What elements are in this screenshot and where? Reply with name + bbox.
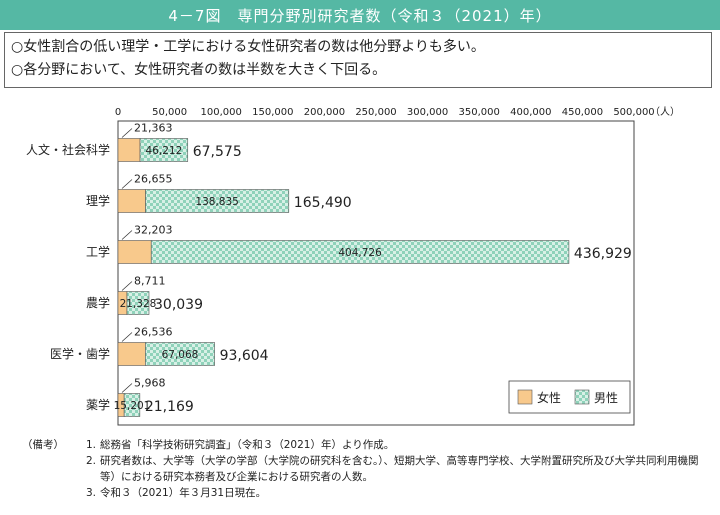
notes-label (22, 453, 74, 485)
male-value-label: 67,068 (162, 349, 199, 361)
bar-female (117, 189, 146, 213)
female-leader-line (121, 179, 133, 189)
legend-swatch-male (574, 389, 590, 405)
female-value-label: 21,363 (134, 122, 173, 135)
category-label: 医学・歯学 (50, 346, 110, 361)
notes-label: （備考） (22, 439, 64, 451)
female-value-label: 8,711 (134, 275, 166, 288)
figure-title: 4－7図 専門分野別研究者数（令和３（2021）年） (0, 0, 720, 30)
notes-section: （備考） 1. 総務省「科学技術研究調査」（令和３（2021）年）より作成。 2. 研究… (22, 437, 712, 501)
female-leader-line (121, 383, 133, 393)
category-label: 農学 (86, 295, 110, 310)
x-tick-label: 250,000 (355, 107, 396, 118)
male-value-label: 15,201 (114, 400, 151, 412)
x-tick-label: 150,000 (252, 107, 293, 118)
bar-female (117, 138, 141, 162)
note-item: （備考） 1. 総務省「科学技術研究調査」（令和３（2021）年）より作成。 (22, 437, 712, 453)
x-tick-label: 50,000 (152, 107, 187, 118)
female-value-label: 26,655 (134, 173, 173, 186)
bar-chart: 0 50,000 100,000 150,000 200,000 250,000 300,0… (26, 106, 680, 426)
total-value-label: 165,490 (294, 195, 352, 211)
x-tick-label: 450,000 (562, 107, 603, 118)
category-label: 人文・社会科学 (26, 142, 110, 157)
female-leader-line (121, 281, 133, 291)
note-text: 総務省「科学技術研究調査」（令和３（2021）年）より作成。 (100, 439, 395, 451)
female-leader-line (121, 332, 133, 342)
x-tick-label: 0 (115, 107, 121, 118)
female-leader-line (121, 230, 133, 240)
note-text: 研究者数は、大学等（大学の学部（大学院の研究科を含む。）、短期大学、高等専門学校… (100, 455, 699, 483)
male-value-label: 138,835 (195, 196, 238, 208)
bar-male (150, 240, 570, 264)
bar-male (126, 291, 150, 315)
note-text: 令和３（2021）年３月31日現在。 (100, 487, 267, 499)
x-tick-label: 200,000 (304, 107, 345, 118)
x-tick-label: 100,000 (201, 107, 242, 118)
note-number: 3. (85, 487, 96, 499)
female-value-label: 32,203 (134, 224, 173, 237)
legend-swatch-female (517, 389, 533, 405)
bar-female (117, 342, 146, 366)
note-number: 2. (85, 455, 96, 467)
plot-frame (117, 120, 635, 426)
male-value-label: 21,328 (120, 298, 157, 310)
note-number: 1. (85, 439, 96, 451)
x-tick-label: 350,000 (459, 107, 500, 118)
category-label: 薬学 (86, 397, 110, 412)
male-value-label: 404,726 (338, 247, 382, 259)
summary-box: ○女性割合の低い理学・工学における女性研究者の数は他分野よりも多い。 ○各分野に… (4, 32, 712, 88)
bar-male (123, 393, 141, 417)
total-value-label: 67,575 (193, 144, 242, 160)
bar-male (145, 342, 215, 366)
x-tick-label: 400,000 (510, 107, 551, 118)
bar-female (117, 240, 152, 264)
female-value-label: 26,536 (134, 326, 173, 339)
category-label: 工学 (86, 244, 110, 259)
x-tick-label: 300,000 (407, 107, 448, 118)
total-value-label: 93,604 (220, 348, 269, 364)
total-value-label: 30,039 (154, 297, 203, 313)
female-leader-line (121, 128, 133, 138)
x-tick-label: 500,000 (613, 107, 654, 118)
legend-label-male: 男性 (594, 391, 618, 405)
male-value-label: 46,212 (146, 145, 183, 157)
notes-label (22, 485, 74, 501)
x-unit-label: （人） (650, 106, 680, 118)
female-value-label: 5,968 (134, 377, 166, 390)
bar-male (139, 138, 189, 162)
total-value-label: 436,929 (574, 246, 632, 262)
summary-line-2: ○各分野において、女性研究者の数は半数を大きく下回る。 (11, 62, 387, 78)
summary-line-1: ○女性割合の低い理学・工学における女性研究者の数は他分野よりも多い。 (11, 39, 485, 55)
note-item: 2. 研究者数は、大学等（大学の学部（大学院の研究科を含む。）、短期大学、高等専門… (22, 453, 712, 485)
bar-male (145, 189, 290, 213)
category-label: 理学 (86, 193, 110, 208)
note-item: 3. 令和３（2021）年３月31日現在。 (22, 485, 712, 501)
legend-label-female: 女性 (537, 390, 561, 405)
total-value-label: 21,169 (145, 399, 194, 415)
